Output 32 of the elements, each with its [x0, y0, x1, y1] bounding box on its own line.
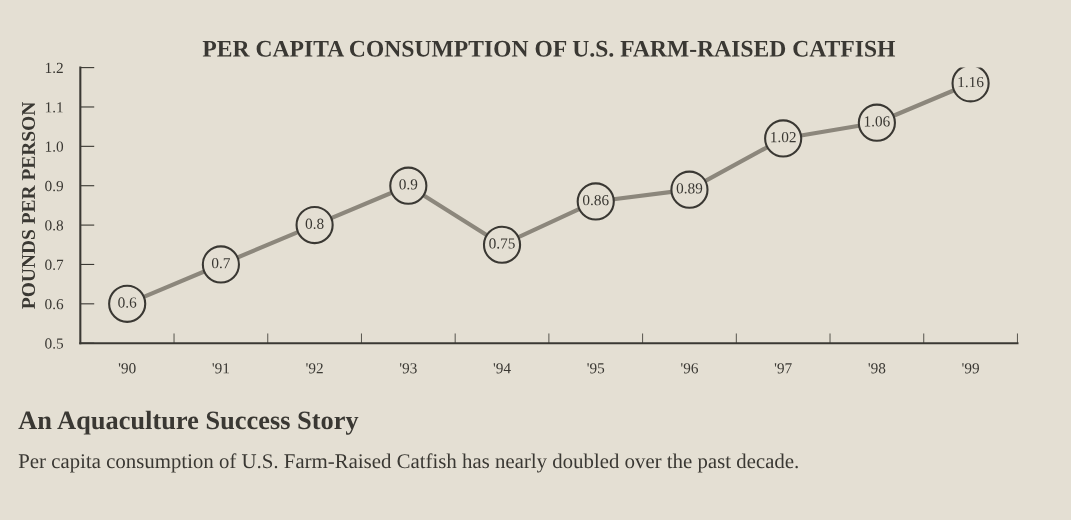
y-tick-label: 1.0: [45, 141, 64, 152]
y-axis-title: POUNDS PER PERSON: [21, 101, 36, 309]
data-label: 0.8: [305, 218, 324, 229]
x-tick-label: '90: [118, 363, 136, 374]
text: An Aquaculture Success Story: [18, 410, 359, 435]
data-label: 0.75: [489, 238, 515, 249]
y-tick-label: 1.2: [45, 62, 63, 74]
data-label: 1.16: [958, 76, 984, 88]
x-tick-label: '92: [306, 363, 323, 374]
y-tick-label: 0.8: [45, 220, 64, 231]
y-tick-label: 0.6: [45, 298, 64, 310]
x-tick-label: '93: [399, 363, 417, 374]
text: Per capita consumption of U.S. Farm-Raised Catfish has nearly doubled over the past decade.: [18, 453, 798, 473]
y-tick-label: 1.1: [45, 102, 63, 113]
data-label: 0.6: [118, 297, 137, 308]
x-tick-label: '97: [774, 363, 792, 374]
x-tick-label: '96: [681, 363, 699, 374]
x-tick-label: '99: [962, 363, 979, 374]
x-tick-label: '94: [493, 363, 511, 374]
chart-title: PER CAPITA CONSUMPTION OF U.S. FARM-RAISED CATFISH: [202, 40, 896, 57]
data-label: 0.89: [676, 183, 703, 194]
data-label: 0.86: [582, 194, 609, 206]
y-tick-label: 0.5: [45, 338, 64, 349]
x-tick-label: '98: [868, 363, 886, 374]
data-label: 1.02: [771, 131, 796, 143]
x-tick-label: '91: [212, 363, 229, 374]
data-label: 0.7: [211, 257, 230, 269]
data-label: 1.06: [864, 116, 890, 127]
x-tick-label: '95: [587, 363, 605, 374]
data-label: 0.9: [399, 179, 418, 190]
y-tick-label: 0.9: [45, 180, 64, 192]
y-tick-label: 0.7: [45, 259, 64, 270]
